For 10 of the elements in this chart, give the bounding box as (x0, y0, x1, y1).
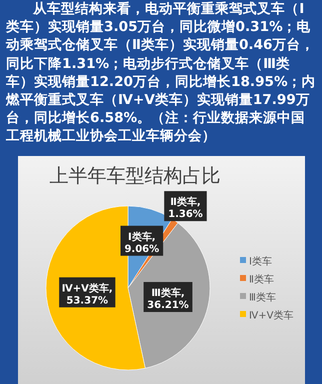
legend-label: Ⅰ类车 (249, 256, 272, 268)
text: 从车型结构来看，电动平衡重乘驾式叉车（Ⅰ类车）实现销量3.05万台，同比微增0.31%；电动乘驾式仓储叉车（Ⅱ类车）实现销量0.46万台，同比下降1.31%；电动步行式仓储叉车（Ⅲ类车）实现销量12.20万台，同比增长18.95%；内燃平衡重式叉车（Ⅳ+Ⅴ类车）实现销量17.99万台，同比增长6.58%。（注：行业数据来源中国工程机械工业协会工业车辆分会） (6, 0, 316, 146)
legend-label: Ⅳ+Ⅴ类车 (249, 310, 294, 322)
legend-label: Ⅱ类车 (249, 274, 274, 286)
data-label: Ⅲ类车, 36.21% (147, 287, 189, 312)
data-label: Ⅱ类车, 1.36% (168, 196, 203, 220)
chart-title: 上半年车型结构占比 (50, 165, 220, 187)
data-label: Ⅰ类车, 9.06% (124, 230, 160, 255)
data-label: Ⅳ+Ⅴ类车, 53.37% (62, 282, 113, 306)
legend-label: Ⅲ类车 (249, 292, 276, 304)
